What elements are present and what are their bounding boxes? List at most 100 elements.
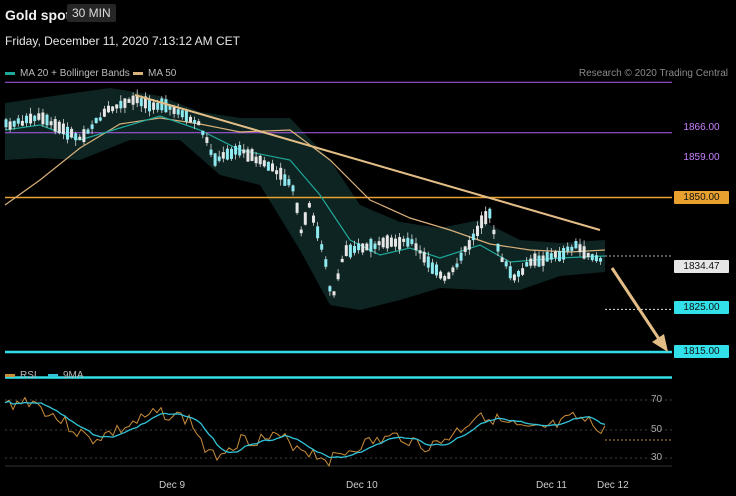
candle-bull — [549, 253, 553, 260]
candle-bear — [467, 240, 471, 250]
candle-bear — [377, 241, 381, 246]
candle-bear — [111, 106, 115, 112]
candle-bull — [4, 119, 8, 128]
candle-bull — [430, 262, 434, 274]
support-label-1825: 1825.00 — [674, 301, 729, 314]
candle-bear — [135, 94, 139, 104]
candle-bear — [41, 112, 45, 125]
candle-bull — [66, 126, 69, 140]
rsi-level-50: 50 — [651, 424, 663, 435]
candle-bear — [521, 268, 525, 275]
candle-bear — [381, 237, 385, 248]
candle-bear — [205, 137, 209, 143]
candle-bull — [98, 117, 102, 121]
candle-bear — [127, 99, 131, 103]
candle-bear — [107, 105, 110, 113]
candle-bull — [324, 259, 328, 267]
rsi-ma-swatch — [48, 374, 58, 377]
candle-bear — [553, 251, 557, 258]
candle-bull — [45, 114, 49, 126]
candle-bull — [119, 100, 123, 109]
candle-bull — [316, 226, 320, 239]
candle-bull — [238, 145, 242, 156]
candle-bull — [328, 286, 332, 292]
candle-bear — [78, 136, 82, 140]
candle-bear — [271, 163, 274, 172]
support-label-1815: 1815.00 — [674, 345, 729, 358]
candle-bull — [168, 104, 172, 110]
candle-bear — [49, 121, 53, 126]
candle-bull — [348, 244, 352, 258]
candle-bear — [439, 271, 443, 279]
candle-bull — [33, 115, 37, 122]
candle-bear — [254, 156, 258, 164]
projection-arrow-head — [652, 334, 668, 352]
x-label-dec12: Dec 12 — [597, 480, 629, 491]
bollinger-band — [5, 88, 605, 310]
candle-bear — [152, 102, 156, 110]
candle-bull — [139, 98, 143, 107]
candle-bull — [209, 149, 213, 155]
candle-bear — [172, 105, 176, 114]
candle-bull — [25, 115, 28, 124]
candle-bear — [586, 252, 590, 258]
candle-bull — [234, 145, 238, 155]
candle-bull — [599, 258, 602, 262]
candle-bear — [500, 257, 504, 263]
candle-bull — [225, 148, 229, 160]
candle-bear — [422, 251, 426, 263]
candle-bear — [476, 225, 479, 236]
candle-bear — [221, 152, 225, 159]
rsi-swatch — [5, 374, 15, 377]
rsi-line — [4, 396, 606, 468]
timestamp: Friday, December 11, 2020 7:13:12 AM CET — [5, 34, 241, 48]
candle-bull — [566, 246, 570, 252]
candle-bear — [82, 129, 86, 143]
candle-bull — [406, 237, 410, 247]
candle-bear — [131, 95, 135, 105]
rsi-ma-line — [4, 400, 606, 459]
candle-bull — [230, 148, 233, 159]
candle-bear — [258, 155, 262, 165]
candle-bear — [385, 235, 389, 249]
candle-bull — [357, 243, 361, 251]
candle-bull — [435, 264, 438, 276]
candle-bull — [594, 255, 598, 262]
candle-bear — [61, 123, 65, 134]
candle-bear — [443, 276, 447, 281]
candle-bear — [53, 119, 57, 132]
ma50-swatch — [133, 72, 143, 75]
candle-bear — [394, 238, 397, 247]
x-label-dec11: Dec 11 — [536, 480, 567, 491]
candle-bear — [361, 243, 365, 253]
timeframe-button[interactable]: 30 MIN — [67, 4, 116, 22]
candle-bull — [193, 119, 197, 124]
candle-bull — [184, 109, 188, 122]
candle-bull — [508, 266, 512, 279]
candle-bull — [562, 248, 566, 260]
candle-bull — [16, 118, 20, 124]
candle-bull — [353, 245, 356, 253]
credit-text: Research © 2020 Trading Central — [578, 68, 728, 79]
candle-bear — [389, 237, 393, 247]
candle-bear — [451, 267, 455, 273]
candle-bear — [336, 273, 340, 280]
candle-bear — [398, 237, 402, 250]
candle-bear — [414, 243, 418, 251]
rsi-label: RSI — [20, 370, 37, 381]
candle-bear — [197, 121, 201, 126]
ma20-line — [4, 115, 606, 263]
candle-bear — [307, 203, 311, 208]
candle-bull — [283, 174, 287, 186]
candle-bear — [512, 274, 516, 281]
candle-bear — [102, 108, 106, 117]
candle-bull — [180, 110, 184, 118]
candle-bull — [537, 255, 541, 267]
candle-bear — [365, 243, 369, 251]
candle-bear — [303, 212, 307, 225]
candle-bull — [590, 254, 594, 261]
candle-bear — [123, 98, 127, 108]
candle-bear — [484, 211, 488, 224]
candle-bull — [558, 251, 561, 262]
